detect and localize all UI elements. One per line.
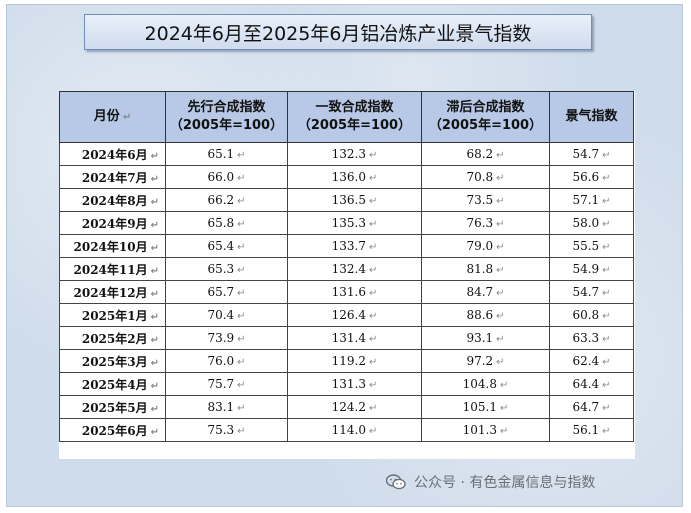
table-row: 2025年3月 ↵ 76.0 ↵ 119.2 ↵ 97.2 ↵ 62.4 ↵	[59, 349, 634, 373]
cell-lagging-index: 93.1 ↵	[421, 326, 550, 350]
cell-prosperity-index: 62.4 ↵	[549, 349, 634, 373]
header-lagging-index: 滞后合成指数 （2005年=100）	[421, 91, 550, 143]
cell-leading-index: 66.0 ↵	[165, 165, 288, 189]
cell-leading-index: 66.2 ↵	[165, 188, 288, 212]
header-coincident-index: 一致合成指数 （2005年=100）	[287, 91, 422, 143]
table-row: 2024年7月 ↵ 66.0 ↵ 136.0 ↵ 70.8 ↵ 56.6 ↵	[59, 165, 634, 189]
table-row: 2024年12月 ↵ 65.7 ↵ 131.6 ↵ 84.7 ↵ 54.7 ↵	[59, 280, 634, 304]
cell-lagging-index: 84.7 ↵	[421, 280, 550, 304]
cell-coincident-index: 124.2 ↵	[287, 395, 422, 419]
cell-lagging-index: 88.6 ↵	[421, 303, 550, 327]
table-body: 2024年6月 ↵ 65.1 ↵ 132.3 ↵ 68.2 ↵ 54.7 ↵ 2024年7月 ↵ 66.…	[59, 142, 634, 442]
cell-prosperity-index: 56.1 ↵	[549, 418, 634, 442]
cell-leading-index: 65.7 ↵	[165, 280, 288, 304]
cell-coincident-index: 136.5 ↵	[287, 188, 422, 212]
header-month: 月份 ↵	[59, 91, 166, 143]
table-row: 2025年2月 ↵ 73.9 ↵ 131.4 ↵ 93.1 ↵ 63.3 ↵	[59, 326, 634, 350]
cell-coincident-index: 136.0 ↵	[287, 165, 422, 189]
cell-month: 2024年11月 ↵	[59, 257, 166, 281]
cell-prosperity-index: 63.3 ↵	[549, 326, 634, 350]
cell-coincident-index: 131.3 ↵	[287, 372, 422, 396]
table-row: 2025年4月 ↵ 75.7 ↵ 131.3 ↵ 104.8 ↵ 64.4 ↵	[59, 372, 634, 396]
table-row: 2024年9月 ↵ 65.8 ↵ 135.3 ↵ 76.3 ↵ 58.0 ↵	[59, 211, 634, 235]
table-row: 2024年10月 ↵ 65.4 ↵ 133.7 ↵ 79.0 ↵ 55.5 ↵	[59, 234, 634, 258]
header-prosperity-index: 景气指数	[549, 91, 634, 143]
cell-leading-index: 70.4 ↵	[165, 303, 288, 327]
watermark: 公众号 · 有色金属信息与指数	[385, 470, 596, 494]
cell-month: 2025年4月 ↵	[59, 372, 166, 396]
cell-prosperity-index: 60.8 ↵	[549, 303, 634, 327]
cell-leading-index: 75.3 ↵	[165, 418, 288, 442]
cell-month: 2025年5月 ↵	[59, 395, 166, 419]
cell-month: 2024年9月 ↵	[59, 211, 166, 235]
cell-coincident-index: 119.2 ↵	[287, 349, 422, 373]
cell-prosperity-index: 64.7 ↵	[549, 395, 634, 419]
header-leading-index: 先行合成指数 （2005年=100）	[165, 91, 288, 143]
cell-coincident-index: 132.3 ↵	[287, 142, 422, 166]
cell-month: 2024年6月 ↵	[59, 142, 166, 166]
cell-month: 2024年10月 ↵	[59, 234, 166, 258]
cell-month: 2025年1月 ↵	[59, 303, 166, 327]
cell-leading-index: 65.8 ↵	[165, 211, 288, 235]
table-row: 2025年1月 ↵ 70.4 ↵ 126.4 ↵ 88.6 ↵ 60.8 ↵	[59, 303, 634, 327]
table-row: 2025年5月 ↵ 83.1 ↵ 124.2 ↵ 105.1 ↵ 64.7 ↵	[59, 395, 634, 419]
cell-lagging-index: 70.8 ↵	[421, 165, 550, 189]
wechat-icon	[385, 474, 406, 490]
cell-lagging-index: 76.3 ↵	[421, 211, 550, 235]
table-row: 2024年8月 ↵ 66.2 ↵ 136.5 ↵ 73.5 ↵ 57.1 ↵	[59, 188, 634, 212]
cell-leading-index: 75.7 ↵	[165, 372, 288, 396]
cell-lagging-index: 105.1 ↵	[421, 395, 550, 419]
cell-lagging-index: 79.0 ↵	[421, 234, 550, 258]
watermark-text: 公众号 · 有色金属信息与指数	[414, 475, 596, 491]
cell-lagging-index: 81.8 ↵	[421, 257, 550, 281]
cell-prosperity-index: 56.6 ↵	[549, 165, 634, 189]
cell-month: 2024年8月 ↵	[59, 188, 166, 212]
cell-coincident-index: 114.0 ↵	[287, 418, 422, 442]
cell-lagging-index: 104.8 ↵	[421, 372, 550, 396]
index-table-container: 月份 ↵ 先行合成指数 （2005年=100） 一致合成指数 （2005年=100…	[59, 91, 635, 459]
index-table: 月份 ↵ 先行合成指数 （2005年=100） 一致合成指数 （2005年=100…	[59, 91, 634, 442]
cell-prosperity-index: 58.0 ↵	[549, 211, 634, 235]
cell-prosperity-index: 55.5 ↵	[549, 234, 634, 258]
cell-lagging-index: 101.3 ↵	[421, 418, 550, 442]
cell-coincident-index: 132.4 ↵	[287, 257, 422, 281]
cell-prosperity-index: 54.9 ↵	[549, 257, 634, 281]
cell-coincident-index: 126.4 ↵	[287, 303, 422, 327]
cell-leading-index: 73.9 ↵	[165, 326, 288, 350]
cell-leading-index: 65.1 ↵	[165, 142, 288, 166]
cell-leading-index: 83.1 ↵	[165, 395, 288, 419]
cell-coincident-index: 131.4 ↵	[287, 326, 422, 350]
table-row: 2024年11月 ↵ 65.3 ↵ 132.4 ↵ 81.8 ↵ 54.9 ↵	[59, 257, 634, 281]
cell-prosperity-index: 57.1 ↵	[549, 188, 634, 212]
cell-month: 2025年3月 ↵	[59, 349, 166, 373]
page-title: 2024年6月至2025年6月铝冶炼产业景气指数	[84, 14, 592, 50]
table-row: 2025年6月 ↵ 75.3 ↵ 114.0 ↵ 101.3 ↵ 56.1 ↵	[59, 418, 634, 442]
cell-lagging-index: 68.2 ↵	[421, 142, 550, 166]
table-header-row: 月份 ↵ 先行合成指数 （2005年=100） 一致合成指数 （2005年=100…	[59, 91, 634, 143]
cell-prosperity-index: 54.7 ↵	[549, 280, 634, 304]
cell-prosperity-index: 54.7 ↵	[549, 142, 634, 166]
page-title-text: 2024年6月至2025年6月铝冶炼产业景气指数	[144, 22, 532, 45]
cell-coincident-index: 131.6 ↵	[287, 280, 422, 304]
cell-lagging-index: 73.5 ↵	[421, 188, 550, 212]
table-row: 2024年6月 ↵ 65.1 ↵ 132.3 ↵ 68.2 ↵ 54.7 ↵	[59, 142, 634, 166]
cell-month: 2025年2月 ↵	[59, 326, 166, 350]
cell-lagging-index: 97.2 ↵	[421, 349, 550, 373]
cell-month: 2025年6月 ↵	[59, 418, 166, 442]
cell-coincident-index: 133.7 ↵	[287, 234, 422, 258]
cell-leading-index: 65.3 ↵	[165, 257, 288, 281]
cell-leading-index: 65.4 ↵	[165, 234, 288, 258]
cell-leading-index: 76.0 ↵	[165, 349, 288, 373]
cell-month: 2024年7月 ↵	[59, 165, 166, 189]
cell-month: 2024年12月 ↵	[59, 280, 166, 304]
cell-coincident-index: 135.3 ↵	[287, 211, 422, 235]
cell-prosperity-index: 64.4 ↵	[549, 372, 634, 396]
